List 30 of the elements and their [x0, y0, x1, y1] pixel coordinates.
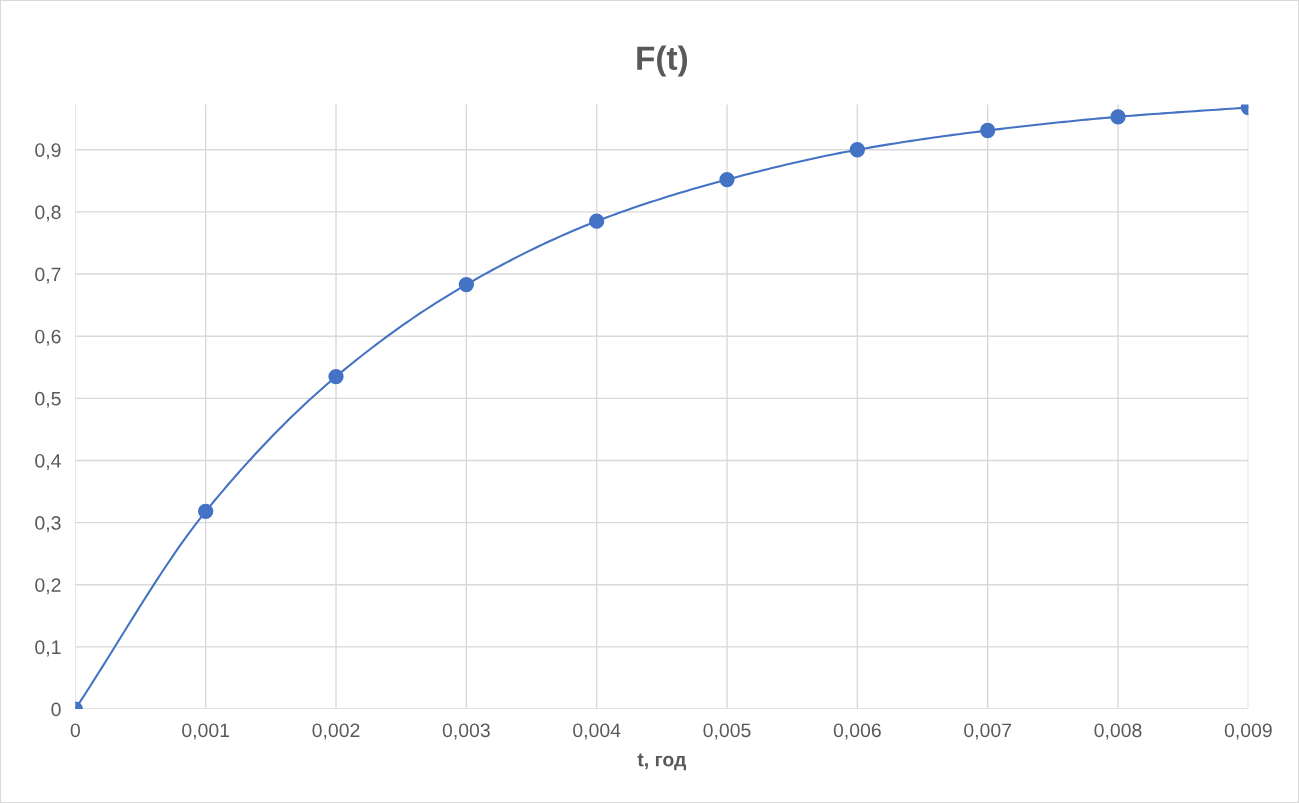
- point: [980, 122, 996, 139]
- y-tick-label: 0,2: [35, 578, 61, 595]
- chart-title: F(t): [637, 45, 688, 77]
- point: [458, 276, 474, 293]
- x-tick-label: 0: [70, 723, 80, 738]
- y-tick-label: 0,3: [35, 516, 61, 533]
- x-tick-label: 0,009: [1224, 723, 1272, 740]
- point: [198, 503, 214, 520]
- x-axis-title: t, год: [637, 753, 687, 771]
- y-tick-label: 0,9: [35, 143, 61, 160]
- x-tick-label: 0,008: [1094, 723, 1142, 740]
- point: [719, 171, 735, 188]
- y-tick-label: 0,8: [35, 205, 61, 222]
- x-tick-label: 0,005: [703, 723, 751, 740]
- point: [849, 142, 865, 158]
- y-tick-label: 0,1: [35, 640, 61, 657]
- x-tick-label: 0,004: [573, 723, 621, 740]
- x-tick-label: 0,006: [833, 723, 881, 740]
- point: [1110, 109, 1126, 125]
- y-tick-label: 0,7: [35, 267, 61, 284]
- x-tick-label: 0,003: [442, 723, 490, 740]
- point: [328, 368, 344, 385]
- x-tick-label: 0,007: [964, 723, 1012, 740]
- y-tick-label: 0,5: [35, 391, 61, 408]
- y-tick-label: 0,6: [35, 329, 61, 346]
- x-tick-label: 0,001: [182, 723, 230, 740]
- y-tick-label: 0: [51, 702, 61, 717]
- y-tick-label: 0,4: [35, 453, 61, 471]
- point: [589, 213, 605, 229]
- x-tick-label: 0,002: [312, 723, 360, 740]
